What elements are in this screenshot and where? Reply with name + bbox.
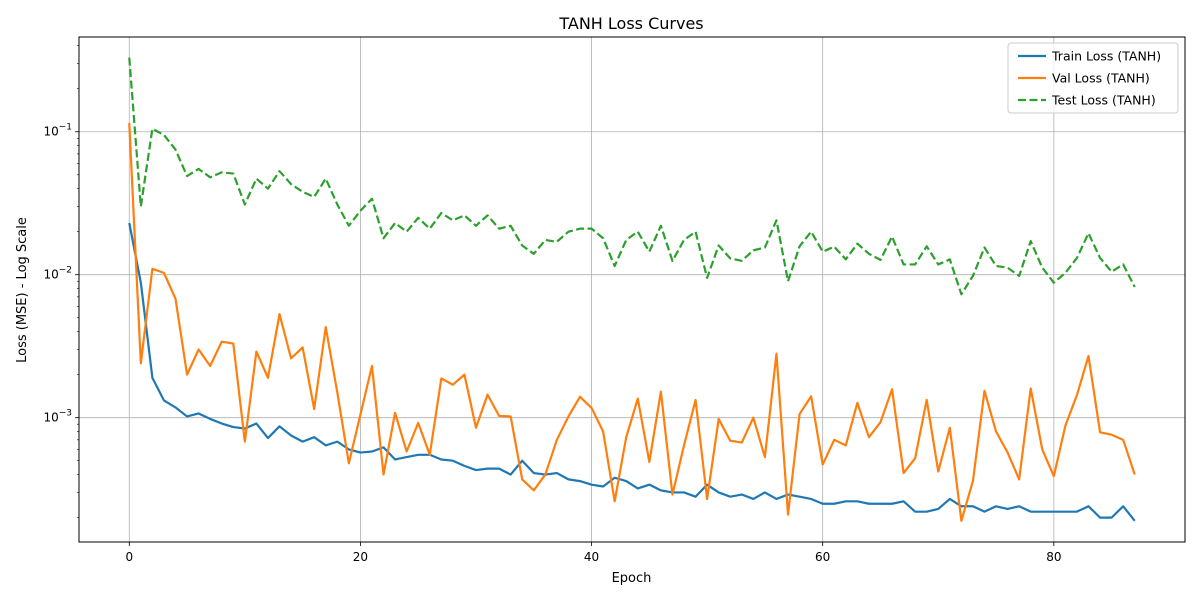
y-axis-label: Loss (MSE) - Log Scale: [15, 217, 30, 363]
y-tick-label: 10−2: [43, 266, 72, 282]
chart-title: TANH Loss Curves: [558, 14, 703, 33]
legend-box: [1007, 42, 1179, 114]
plot-frame: [78, 36, 1186, 543]
x-tick-label: 40: [584, 550, 599, 564]
y-tick-label: 10−3: [43, 409, 72, 425]
series-lines: [128, 57, 1136, 522]
x-tick-label: 80: [1046, 550, 1061, 564]
legend: Train Loss (TANH) Val Loss (TANH) Test Los…: [1007, 42, 1179, 114]
series-line-test: [128, 57, 1136, 296]
x-tick-label: 60: [815, 550, 830, 564]
axes: 0 20 40 60 80 10−3 10−2 10−1: [43, 45, 1061, 564]
legend-label: Test Loss (TANH): [1051, 93, 1156, 108]
y-tick-label: 10−1: [43, 123, 72, 139]
x-tick-label: 0: [125, 550, 133, 564]
series-line-val: [128, 123, 1136, 522]
x-axis-label: Epoch: [612, 571, 652, 586]
legend-label: Val Loss (TANH): [1052, 71, 1150, 86]
x-tick-label: 20: [353, 550, 368, 564]
legend-label: Train Loss (TANH): [1051, 49, 1161, 64]
series-line-train: [128, 222, 1136, 522]
